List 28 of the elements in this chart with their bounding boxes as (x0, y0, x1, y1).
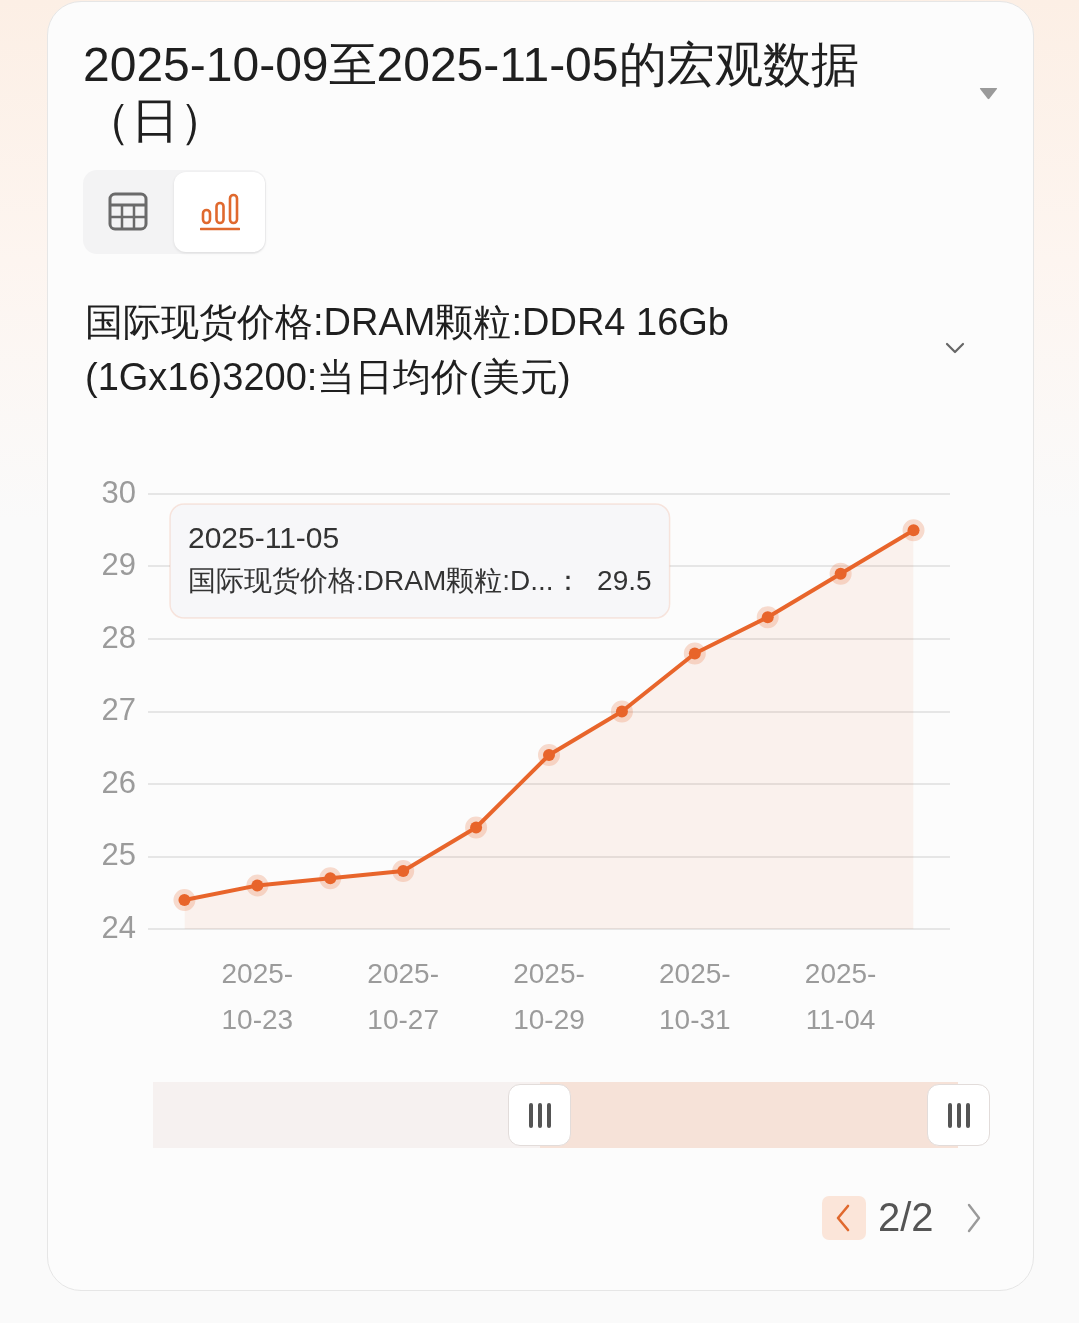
annotation: 国际现货价格:DRAM颗粒:D...： 29.5 (188, 564, 652, 596)
chart-title: 2025-10-09至2025-11-05的宏观数据（日） (83, 37, 860, 149)
point (610, 700, 633, 723)
x-tick-label: 2025-10-29 (513, 957, 585, 1035)
y-tick-label: 24 (101, 909, 136, 945)
point (683, 642, 706, 665)
y-tick-label: 26 (101, 764, 136, 800)
point (465, 816, 488, 839)
x-tick-label: 2025-10-27 (367, 957, 439, 1035)
y-tick-label: 29 (101, 547, 136, 583)
point (902, 519, 925, 542)
point (319, 867, 342, 890)
point (538, 744, 560, 766)
chart-subtitle: 国际现货价格:DRAM颗粒:DDR4 16Gb (1Gx16)3200:当日均价(美元) (85, 300, 730, 400)
annotation: 2025-11-05 (188, 521, 340, 555)
point (173, 889, 196, 911)
point (829, 562, 852, 585)
text: 2/2 (878, 1194, 934, 1240)
y-tick-label: 27 (101, 692, 136, 728)
x-tick-label: 2025-10-23 (221, 957, 294, 1035)
point (756, 606, 779, 629)
point (392, 860, 415, 882)
y-tick-label: 25 (101, 837, 136, 873)
y-tick-label: 30 (101, 474, 136, 510)
point (246, 874, 269, 897)
x-tick-label: 2025-11-04 (804, 957, 877, 1035)
y-tick-label: 28 (101, 619, 136, 655)
x-tick-label: 2025-10-31 (659, 957, 731, 1035)
